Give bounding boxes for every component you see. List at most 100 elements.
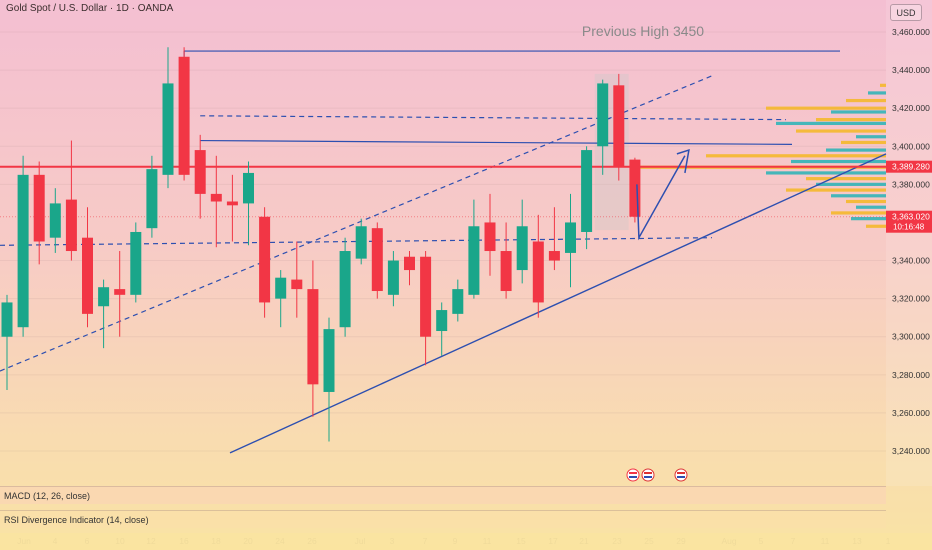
candle-body xyxy=(629,159,641,217)
grid-layer xyxy=(0,31,886,452)
volume-profile-bar xyxy=(856,135,886,139)
overlay-layer: Previous High 3450 xyxy=(582,23,704,482)
y-tick-label: 3,240.000 xyxy=(892,446,930,456)
candle-body xyxy=(98,287,110,307)
rsi-indicator-label[interactable]: RSI Divergence Indicator (14, close) xyxy=(0,510,886,528)
candle-body xyxy=(307,289,319,385)
candle-body xyxy=(33,174,45,242)
volume-profile-bar xyxy=(806,177,886,181)
volume-profile-bar xyxy=(816,118,886,122)
y-tick-label: 3,420.000 xyxy=(892,103,930,113)
volume-profile-bar xyxy=(766,171,886,175)
previous-high-annotation: Previous High 3450 xyxy=(582,23,704,39)
resistance-line-blue xyxy=(200,139,793,145)
candle-body xyxy=(65,199,77,252)
volume-profile-bar xyxy=(791,159,886,164)
event-lightning-icon xyxy=(626,468,640,482)
y-tick-label: 3,440.000 xyxy=(892,65,930,75)
candle-body xyxy=(355,226,367,259)
y-tick-label: 3,320.000 xyxy=(892,294,930,304)
candle-body xyxy=(339,251,351,328)
volume-profile-bar xyxy=(841,140,886,145)
event-flag-icon xyxy=(641,468,655,482)
volume-profile-bar xyxy=(868,91,886,95)
volume-profile-bar xyxy=(866,224,886,228)
price-label-bg xyxy=(886,210,932,233)
candle-body xyxy=(194,150,206,194)
event-flag-icon-stripe xyxy=(677,476,685,478)
projection-arrow-path xyxy=(636,155,686,241)
volume-profile xyxy=(636,83,886,228)
event-flag-icon-stripe xyxy=(677,472,685,474)
candle-body xyxy=(548,251,560,261)
candle-body xyxy=(259,216,271,303)
candle-body xyxy=(226,201,238,206)
candle-body xyxy=(17,174,29,328)
candles-layer xyxy=(1,47,641,442)
price-label: 3,389.280 xyxy=(892,162,930,172)
candle-body xyxy=(436,310,448,332)
candle-body xyxy=(291,279,303,290)
candle-body xyxy=(420,256,432,337)
volume-profile-bar xyxy=(766,106,886,110)
candle-body xyxy=(371,228,383,292)
volume-profile-bar xyxy=(831,110,886,114)
candle-body xyxy=(387,260,399,295)
y-axis-panel xyxy=(886,0,932,486)
event-lightning-icon-stripe xyxy=(629,476,637,478)
candle-body xyxy=(565,222,576,253)
event-flag-icon-stripe xyxy=(644,472,652,474)
candle-body xyxy=(1,302,13,337)
symbol-title[interactable]: Gold Spot / U.S. Dollar · 1D · OANDA xyxy=(6,3,174,14)
event-flag-icon xyxy=(674,468,688,482)
volume-profile-bar xyxy=(846,98,886,103)
volume-profile-bar xyxy=(851,217,886,221)
volume-profile-bar xyxy=(880,83,886,87)
volume-profile-bar xyxy=(776,121,886,126)
candle-body xyxy=(532,241,544,303)
candle-body xyxy=(323,329,335,392)
macd-indicator-label[interactable]: MACD (12, 26, close) xyxy=(0,486,886,504)
candle-body xyxy=(130,231,142,295)
dashed-level-lower xyxy=(0,237,713,246)
currency-button[interactable]: USD xyxy=(890,4,922,21)
candle-body xyxy=(613,85,625,168)
event-lightning-icon-stripe xyxy=(629,472,637,474)
volume-profile-bar xyxy=(796,129,886,133)
countdown-label: 10:16:48 xyxy=(893,223,925,232)
candle-body xyxy=(516,226,528,271)
candle-body xyxy=(82,237,93,314)
projection-arrowhead xyxy=(676,148,690,174)
y-tick-label: 3,300.000 xyxy=(892,332,930,342)
candle-body xyxy=(468,226,480,295)
volume-profile-bar xyxy=(816,182,886,186)
candle-body xyxy=(49,203,61,238)
price-label: 3,363.020 xyxy=(892,212,930,222)
candle-body xyxy=(581,150,593,232)
candle-body xyxy=(597,83,609,147)
event-flag-icon-stripe xyxy=(644,476,652,478)
y-tick-label: 3,380.000 xyxy=(892,179,930,189)
candle-body xyxy=(484,222,496,252)
volume-profile-bar xyxy=(826,148,886,152)
price-label-bg xyxy=(886,160,932,173)
candle-body xyxy=(114,289,126,295)
volume-profile-bar xyxy=(856,205,886,209)
volume-profile-bar xyxy=(706,154,886,158)
candle-body xyxy=(452,289,464,314)
candle-body xyxy=(404,256,415,271)
candle-body xyxy=(162,83,174,175)
y-tick-label: 3,260.000 xyxy=(892,408,930,418)
candle-body xyxy=(178,56,190,175)
dashed-level-upper xyxy=(200,115,787,121)
y-tick-label: 3,340.000 xyxy=(892,256,930,266)
volume-profile-bar xyxy=(786,188,886,192)
y-tick-label: 3,280.000 xyxy=(892,370,930,380)
candle-body xyxy=(275,277,287,299)
candle-body xyxy=(500,251,512,292)
volume-profile-bar xyxy=(831,211,886,215)
candle-body xyxy=(146,169,158,229)
y-tick-label: 3,460.000 xyxy=(892,27,930,37)
